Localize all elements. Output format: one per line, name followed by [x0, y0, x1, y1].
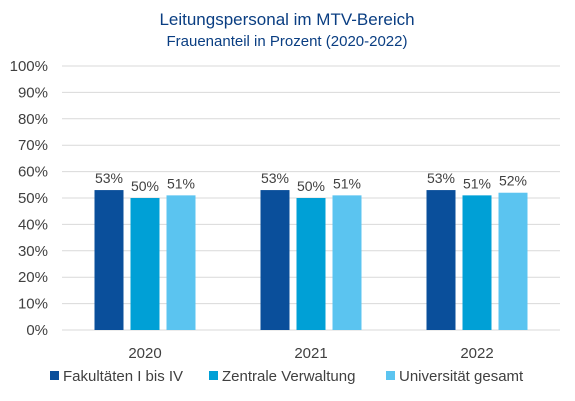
y-tick-label: 100%: [10, 58, 48, 75]
data-label: 50%: [297, 178, 325, 194]
bar: [94, 190, 124, 330]
legend-swatch: [209, 371, 218, 380]
bar: [462, 195, 492, 330]
data-label: 51%: [333, 175, 361, 191]
data-label: 50%: [131, 178, 159, 194]
data-label: 53%: [427, 170, 455, 186]
bar: [296, 198, 326, 330]
legend-label: Zentrale Verwaltung: [222, 368, 355, 385]
legend: Fakultäten I bis IV Zentrale Verwaltung Un…: [50, 368, 524, 385]
legend-swatch: [386, 371, 395, 380]
bar: [498, 192, 528, 330]
legend-label: Universität gesamt: [399, 368, 524, 385]
data-label: 51%: [167, 175, 195, 191]
y-tick-label: 80%: [18, 111, 48, 128]
x-tick-label: 2022: [460, 345, 493, 362]
y-tick-label: 40%: [18, 216, 48, 233]
chart-subtitle: Frauenanteil in Prozent (2020-2022): [167, 33, 408, 50]
x-tick-label: 2020: [128, 345, 161, 362]
legend-label: Fakultäten I bis IV: [63, 368, 183, 385]
x-tick-label: 2021: [294, 345, 327, 362]
data-label: 53%: [95, 170, 123, 186]
data-label: 52%: [499, 173, 527, 189]
bars: [94, 190, 528, 330]
legend-swatch: [50, 371, 59, 380]
y-tick-label: 50%: [18, 190, 48, 207]
data-label: 53%: [261, 170, 289, 186]
y-tick-label: 60%: [18, 164, 48, 181]
bar: [166, 195, 196, 330]
y-tick-label: 20%: [18, 269, 48, 286]
bar: [260, 190, 290, 330]
chart-title: Leitungspersonal im MTV-Bereich: [159, 10, 414, 29]
data-label: 51%: [463, 175, 491, 191]
x-axis-tick-labels: 2020 2021 2022: [128, 345, 493, 362]
y-tick-label: 10%: [18, 296, 48, 313]
bar: [130, 198, 160, 330]
y-tick-label: 70%: [18, 137, 48, 154]
y-tick-label: 90%: [18, 84, 48, 101]
y-tick-label: 30%: [18, 243, 48, 260]
y-tick-label: 0%: [26, 322, 48, 339]
bar: [332, 195, 362, 330]
data-labels: 53% 50% 51% 53% 50% 51% 53% 51% 52%: [95, 170, 527, 194]
bar: [426, 190, 456, 330]
y-axis-tick-labels: 0% 10% 20% 30% 40% 50% 60% 70% 80% 90% 100%: [10, 58, 48, 339]
